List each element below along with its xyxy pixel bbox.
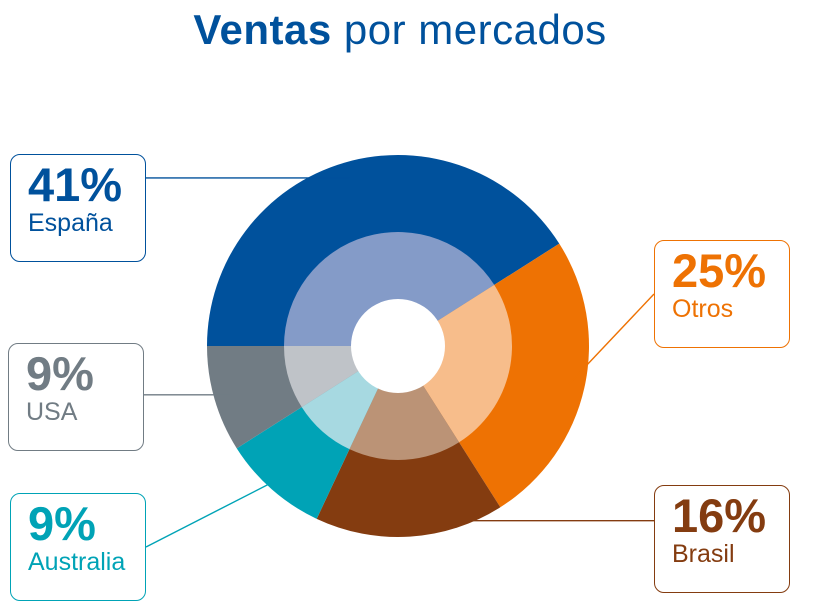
title-bold: Ventas (193, 6, 332, 53)
leader-lines (144, 177, 655, 548)
callout-label-brasil: Brasil (672, 540, 735, 568)
callout-brasil: 16% Brasil (654, 485, 790, 593)
inner-slice-otros (398, 284, 512, 443)
callout-otros: 25% Otros (654, 240, 790, 348)
donut-hole (351, 299, 445, 393)
callout-value-australia: 9% (28, 497, 96, 550)
callout-australia: 9% Australia (10, 493, 146, 601)
leader-line-otros (568, 293, 655, 385)
title-rest: por mercados (343, 6, 607, 53)
callout-label-otros: Otros (672, 295, 734, 323)
callout-label-espana: España (28, 209, 113, 237)
callout-value-brasil: 16% (672, 489, 767, 542)
chart-title: Ventas por mercados (0, 6, 800, 54)
inner-slice-brasil (349, 346, 460, 460)
callout-value-espana: 41% (28, 158, 123, 211)
callout-espana: 41% España (10, 154, 146, 262)
inner-slice-espana (284, 231, 495, 346)
callout-label-usa: USA (26, 398, 78, 426)
callout-value-otros: 25% (672, 244, 767, 297)
callout-usa: 9% USA (8, 343, 144, 451)
leader-line-australia (145, 476, 283, 548)
callout-value-usa: 9% (26, 347, 94, 400)
callout-label-australia: Australia (28, 548, 126, 576)
